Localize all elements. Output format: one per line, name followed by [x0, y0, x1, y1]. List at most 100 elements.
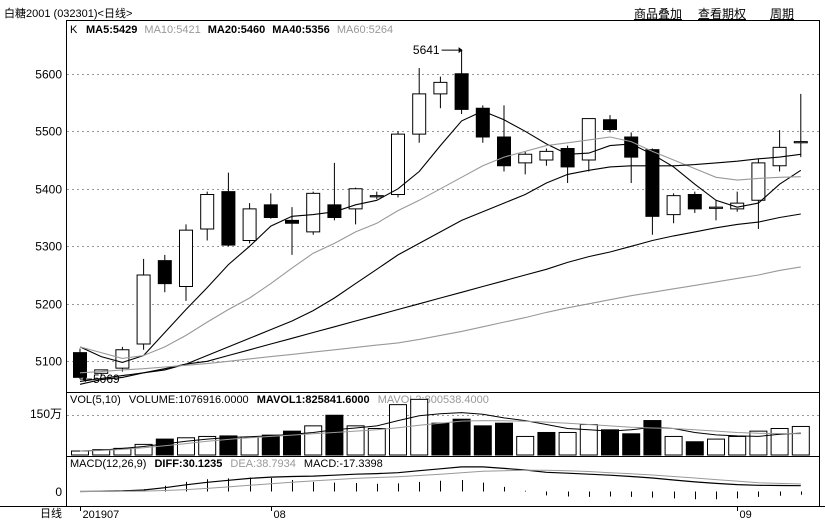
mavol1-legend: MAVOL1:825841.6000	[257, 394, 370, 406]
volume-bar-up	[791, 425, 810, 456]
volume-bar-up	[516, 435, 535, 456]
volume-bar-up	[346, 425, 365, 456]
candle-up	[433, 81, 448, 95]
candle-up	[793, 141, 808, 144]
macd-value-legend: MACD:-17.3398	[304, 458, 383, 470]
volume-bar-up	[389, 404, 407, 456]
ma40-line	[79, 213, 801, 382]
price-tick-label: 5100	[35, 355, 62, 369]
volume-bar-down	[473, 425, 492, 456]
candle-up	[412, 93, 427, 135]
candle-up	[242, 208, 257, 241]
candle-down	[497, 136, 511, 167]
volume-bar-up	[770, 428, 789, 456]
volume-bar-up	[707, 438, 725, 456]
volume-legend: VOL(5,10) VOLUME:1076916.0000 MAVOL1:825…	[70, 394, 489, 406]
volume-bar-down	[283, 430, 301, 456]
candle-up	[539, 150, 554, 161]
period-corner-label: 日线	[40, 506, 62, 520]
volume-bar-down	[622, 433, 641, 456]
dea-line	[80, 469, 801, 492]
candle-down	[221, 191, 236, 246]
ma5-legend: MA5:5429	[86, 24, 137, 36]
ma10-line	[79, 136, 801, 359]
ma10-legend: MA10:5421	[144, 24, 200, 36]
low-price-label: 5069	[93, 372, 120, 386]
low-marker-arrow	[82, 376, 86, 383]
price-tick-label: 5400	[35, 183, 62, 197]
macd-params-legend: MACD(12,26,9)	[70, 458, 146, 470]
ma-legend: MA5:5429 MA10:5421 MA20:5460 MA40:5356 M…	[86, 24, 393, 36]
price-tick-label: 5300	[35, 240, 62, 254]
high-marker-arrow	[458, 47, 463, 54]
ma40-legend: MA40:5356	[272, 24, 329, 36]
volume-bar-up	[134, 443, 153, 456]
volume-bar-down	[685, 441, 704, 456]
ma20-legend: MA20:5460	[208, 24, 265, 36]
volume-bar-down	[452, 418, 471, 456]
candle-up	[709, 206, 723, 209]
candle-down	[454, 73, 469, 110]
volume-bar-down	[219, 435, 238, 456]
candle-up	[136, 274, 151, 345]
mavol2-legend: MAVOL2:800538.4000	[378, 394, 489, 406]
volume-bar-down	[537, 431, 556, 456]
overlay-commodity-link[interactable]: 商品叠加	[634, 7, 683, 21]
volume-bar-down	[431, 422, 450, 456]
candle-down	[560, 148, 575, 168]
ma20-line	[79, 153, 801, 385]
price-panel-frame	[66, 20, 820, 393]
diff-line	[79, 466, 801, 493]
period-link[interactable]: 周期	[770, 7, 795, 21]
candle-up	[391, 133, 405, 195]
candle-up	[179, 229, 193, 287]
price-tick-label: 5600	[35, 68, 62, 82]
volume-bar-up	[728, 435, 747, 456]
volume-bar-up	[367, 428, 386, 456]
volume-layer	[67, 398, 819, 456]
dea-legend: DEA:38.7934	[230, 458, 295, 470]
x-axis-layer: 201907 08 09	[80, 506, 752, 521]
volume-axis-tick: 150万	[30, 407, 62, 421]
candle-up	[518, 153, 533, 164]
candle-down	[475, 107, 490, 138]
price-tick-label: 5500	[35, 125, 62, 139]
candle-down	[73, 352, 87, 378]
mavol2-line	[79, 420, 801, 452]
volume-bar-down	[601, 429, 619, 456]
k-label: K	[70, 24, 78, 36]
ma60-line	[79, 266, 801, 374]
view-options-link[interactable]: 查看期权	[698, 7, 747, 21]
volume-bar-up	[71, 450, 89, 456]
x-tick-label: 09	[740, 509, 752, 521]
macd-layer	[79, 466, 802, 500]
x-tick-label: 201907	[83, 509, 120, 521]
volume-value-legend: VOLUME:1076916.0000	[129, 394, 249, 406]
mavol1-line	[79, 412, 801, 452]
vol-params-legend: VOL(5,10)	[70, 394, 121, 406]
volume-bar-up	[749, 430, 768, 456]
candle-down	[263, 204, 278, 219]
macd-legend: MACD(12,26,9) DIFF:30.1235 DEA:38.7934 M…	[70, 458, 383, 470]
high-price-label: 5641	[413, 43, 440, 57]
candle-up	[306, 192, 321, 233]
ma5-line	[79, 110, 802, 363]
volume-bar-down	[495, 422, 513, 456]
candle-up	[751, 162, 766, 201]
volume-bar-down	[643, 420, 662, 456]
volume-bar-down	[261, 434, 280, 456]
volume-bar-up	[664, 435, 683, 456]
volume-bar-up	[240, 436, 259, 456]
candle-down	[285, 219, 299, 224]
macd-axis-tick: 0	[55, 485, 62, 499]
volume-bar-up	[558, 431, 577, 456]
price-tick-label: 5200	[35, 298, 62, 312]
x-tick-label: 08	[274, 509, 286, 521]
candle-down	[603, 119, 617, 131]
volume-bar-down	[325, 414, 344, 456]
volume-bar-up	[410, 398, 429, 456]
candle-down	[157, 260, 172, 285]
candle-up	[369, 195, 384, 198]
